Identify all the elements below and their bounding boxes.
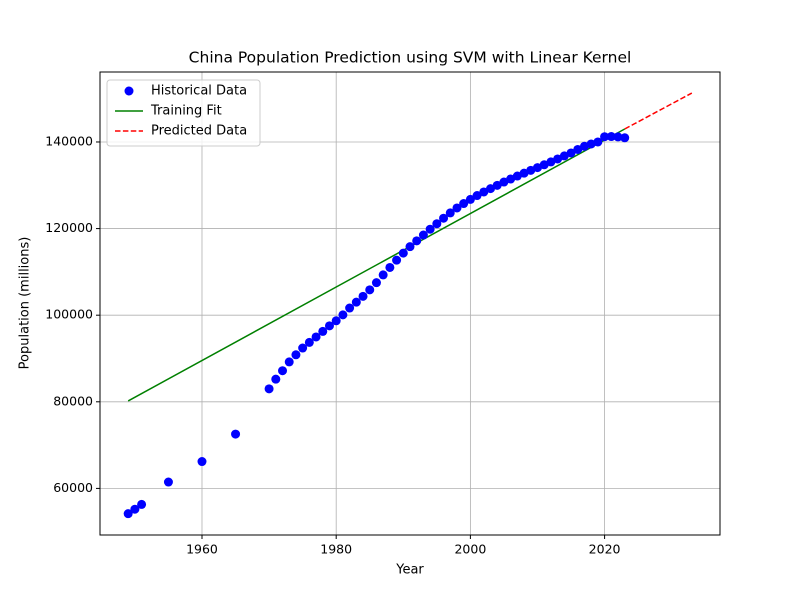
data-point: [512, 171, 522, 181]
x-axis-label: Year: [395, 563, 424, 578]
data-point: [553, 154, 563, 164]
y-tick-label: 140000: [45, 133, 93, 148]
data-point: [486, 184, 496, 194]
data-point: [345, 303, 355, 313]
data-point: [398, 248, 408, 258]
y-tick-label: 60000: [53, 480, 93, 495]
data-point: [304, 337, 314, 347]
data-point: [405, 242, 415, 252]
data-point: [546, 157, 556, 167]
data-point: [284, 357, 294, 367]
data-point: [371, 278, 381, 288]
data-point: [418, 230, 428, 240]
data-point: [620, 133, 630, 143]
data-point: [231, 429, 241, 439]
data-point: [271, 374, 281, 384]
data-point: [606, 132, 616, 142]
data-point: [412, 236, 422, 246]
data-point: [492, 180, 502, 190]
data-point: [163, 477, 173, 487]
data-point: [452, 203, 462, 213]
legend-box: [106, 79, 261, 147]
data-point: [573, 144, 583, 154]
data-point: [365, 285, 375, 295]
data-point: [613, 132, 623, 142]
data-point: [425, 224, 435, 234]
data-point: [324, 321, 334, 331]
data-line: [624, 92, 693, 130]
legend-label: Training Fit: [150, 104, 222, 119]
data-point: [338, 310, 348, 320]
data-point: [331, 316, 341, 326]
data-point: [137, 499, 147, 509]
data-point: [298, 343, 308, 353]
x-tick-label: 1960: [186, 542, 218, 557]
legend-marker: [124, 86, 134, 96]
data-point: [593, 137, 603, 147]
data-point: [439, 213, 449, 223]
data-point: [385, 262, 395, 272]
data-point: [566, 148, 576, 158]
data-point: [472, 191, 482, 201]
data-point: [445, 208, 455, 218]
data-point: [378, 270, 388, 280]
data-point: [479, 187, 489, 197]
y-tick-label: 120000: [45, 220, 93, 235]
data-point: [559, 151, 569, 161]
data-point: [465, 194, 475, 204]
data-point: [600, 132, 610, 142]
data-point: [291, 350, 301, 360]
legend-label: Historical Data: [151, 84, 247, 99]
data-point: [459, 199, 469, 209]
data-point: [499, 177, 509, 187]
data-point: [197, 457, 207, 467]
data-point: [351, 297, 361, 307]
x-tick-label: 1980: [320, 542, 352, 557]
data-point: [358, 291, 368, 301]
data-point: [264, 384, 274, 394]
data-point: [123, 509, 133, 519]
data-point: [311, 332, 321, 342]
data-point: [392, 255, 402, 265]
data-point: [130, 504, 140, 514]
data-point: [539, 160, 549, 170]
data-point: [506, 174, 516, 184]
y-tick-label: 100000: [45, 307, 93, 322]
data-line: [127, 128, 626, 402]
data-point: [278, 366, 288, 376]
data-point: [432, 219, 442, 229]
axes-frame: [99, 71, 721, 536]
x-tick-label: 2020: [589, 542, 621, 557]
y-tick-label: 80000: [53, 393, 93, 408]
data-point: [318, 326, 328, 336]
plot-area: [123, 132, 630, 519]
legend-label: Predicted Data: [151, 124, 247, 139]
chart-title: China Population Prediction using SVM wi…: [189, 49, 632, 67]
y-axis-label: Population (millions): [18, 237, 33, 370]
x-tick-label: 2000: [454, 542, 486, 557]
